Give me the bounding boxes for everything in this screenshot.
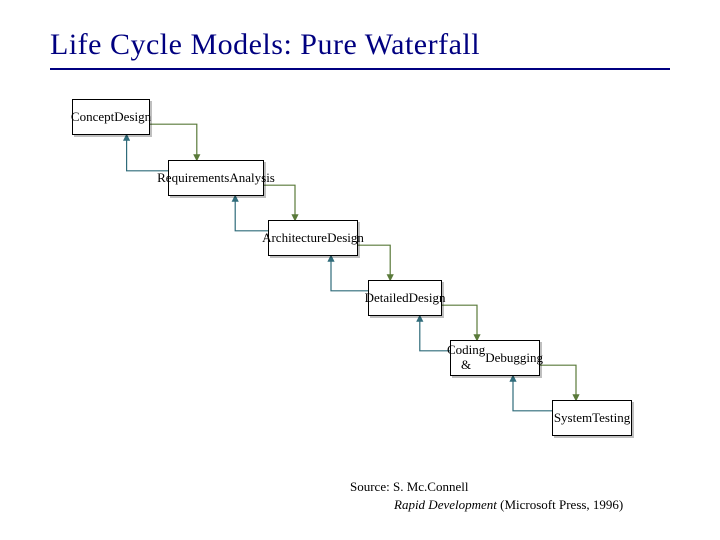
stage-s3: ArchitectureDesign — [268, 220, 358, 256]
title-underline — [50, 68, 670, 70]
stage-s4: DetailedDesign — [368, 280, 442, 316]
source-author: S. Mc.Connell — [393, 479, 468, 494]
stage-s5: Coding &Debugging — [450, 340, 540, 376]
stage-s6: SystemTesting — [552, 400, 632, 436]
stage-s1: ConceptDesign — [72, 99, 150, 135]
arrows-layer — [0, 0, 720, 540]
slide-title: Life Cycle Models: Pure Waterfall — [50, 28, 670, 62]
stage-s2: RequirementsAnalysis — [168, 160, 264, 196]
source-prefix: Source: — [350, 479, 393, 494]
source-rest: (Microsoft Press, 1996) — [497, 497, 623, 512]
source-citation: Source: S. Mc.Connell Rapid Development … — [350, 478, 623, 513]
source-title: Rapid Development — [394, 497, 497, 512]
slide: Life Cycle Models: Pure Waterfall Source… — [0, 0, 720, 540]
